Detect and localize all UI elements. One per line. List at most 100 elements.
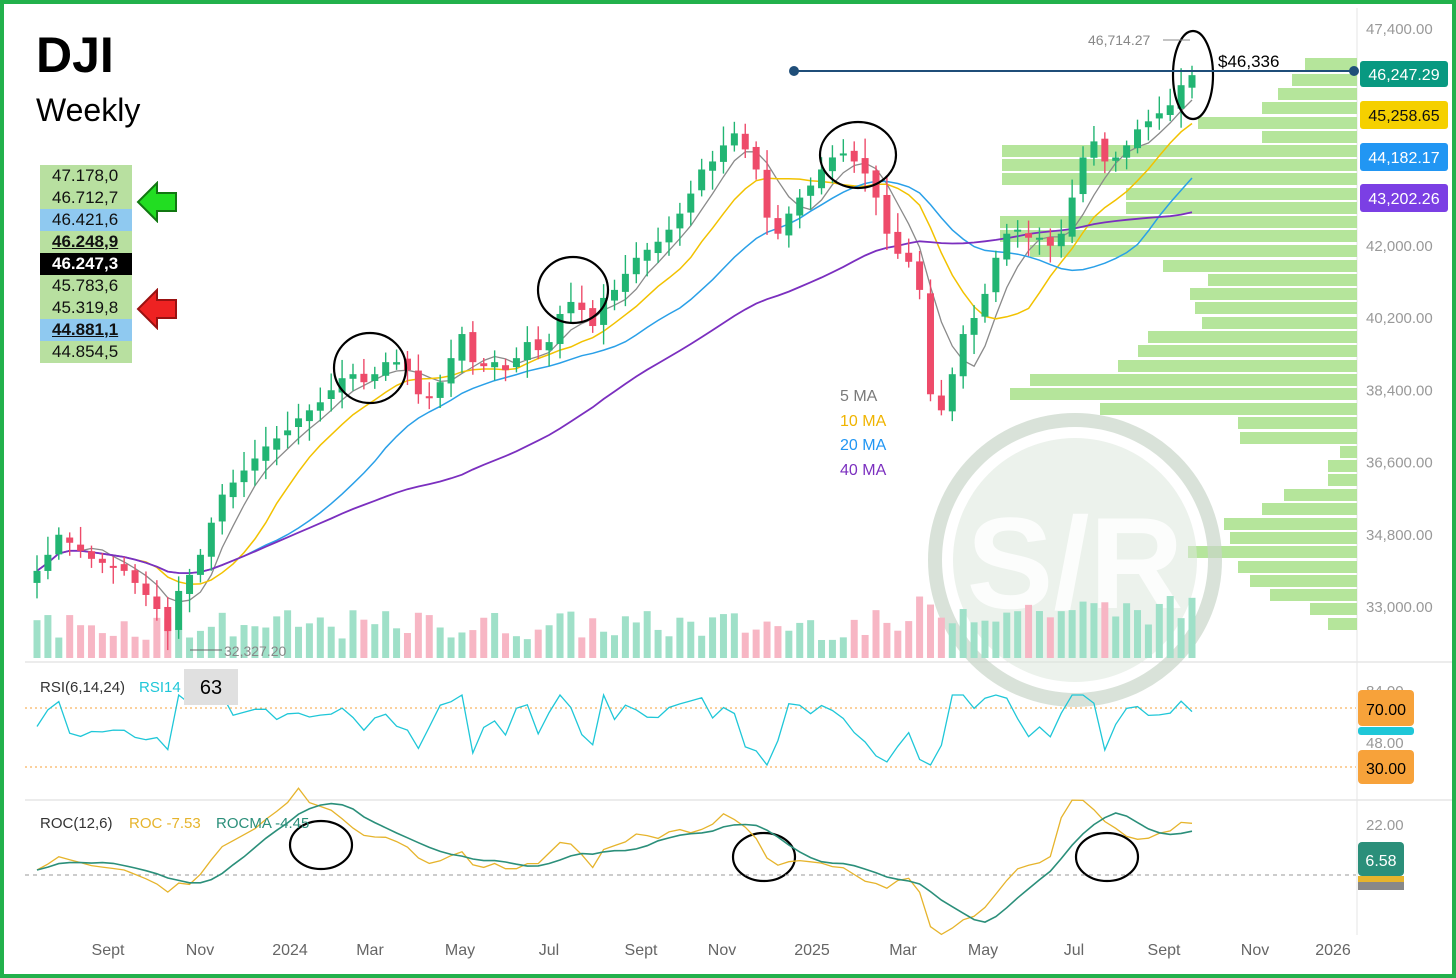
volume-bar [1112, 616, 1120, 658]
highlight-circle [731, 831, 797, 883]
candle-body [120, 564, 128, 571]
candle-body [959, 334, 967, 377]
volume-bar [796, 622, 804, 658]
price-tick: 36,600.00 [1366, 455, 1433, 472]
volume-profile-row [1030, 374, 1357, 386]
volume-bar [1003, 612, 1011, 658]
volume-bar [186, 637, 194, 658]
volume-bar [1155, 603, 1163, 658]
volume-bar [916, 596, 924, 658]
time-tick: Mar [889, 942, 917, 959]
volume-bar [654, 629, 662, 658]
volume-profile-row [1240, 432, 1357, 444]
volume-bar [1046, 617, 1054, 658]
volume-bar [1177, 618, 1185, 658]
volume-bar [469, 630, 477, 658]
rsi-tag-30: 30.00 [1358, 750, 1414, 784]
candle-body [305, 410, 313, 422]
candle-body [578, 302, 586, 310]
svg-text:43,202.26: 43,202.26 [1368, 191, 1439, 208]
volume-bar [632, 622, 640, 658]
volume-bar [578, 637, 586, 658]
time-tick: Jul [539, 942, 559, 959]
highlight-circles [288, 29, 1215, 883]
volume-bar [937, 617, 945, 658]
candle-body [44, 554, 52, 571]
rsi-tag-70: 70.00 [1358, 690, 1414, 726]
volume-bar [872, 610, 880, 658]
volume-bar [458, 632, 466, 658]
candle-body [502, 365, 510, 371]
volume-bar [1068, 610, 1076, 658]
volume-bar [687, 621, 695, 658]
svg-text:44,182.17: 44,182.17 [1368, 150, 1439, 167]
volume-profile-row [1230, 532, 1357, 544]
candle-body [186, 574, 194, 595]
time-tick: May [968, 942, 998, 959]
candle-body [1079, 157, 1087, 195]
volume-profile-row [1138, 345, 1357, 357]
candle-body [273, 438, 281, 450]
candle-body [414, 370, 422, 395]
volume-bar [1144, 624, 1152, 658]
level-0: 47.178,0 [40, 165, 132, 187]
roc-value-label: ROC -7.53 [129, 815, 201, 832]
candle-body [491, 362, 499, 368]
candle-body [621, 273, 629, 292]
chart-title: DJI [36, 27, 114, 83]
time-tick: Sept [1148, 942, 1181, 959]
candle-body [229, 482, 237, 498]
volume-profile-row [1310, 603, 1357, 615]
candle-body [523, 342, 531, 361]
candle-body [1035, 237, 1043, 240]
time-tick: Sept [92, 942, 125, 959]
volume-bar [948, 623, 956, 658]
candle-body [458, 334, 466, 361]
highlight-circle [1074, 831, 1140, 883]
volume-profile-row [1262, 102, 1357, 114]
volume-bar [774, 626, 782, 658]
target-line-end [1349, 66, 1359, 76]
axes: 47,400.00 42,000.00 40,200.00 38,400.00 36,6… [92, 21, 1433, 959]
candle-body [948, 374, 956, 412]
volume-bar [175, 629, 183, 658]
candle-body [327, 390, 335, 399]
candle-body [654, 241, 662, 254]
time-tick: Nov [186, 942, 214, 959]
high-label: 46,714.27 [1088, 32, 1150, 48]
candle-body [1112, 157, 1120, 161]
candle-body [1188, 75, 1196, 88]
volume-bar [676, 617, 684, 658]
candle-body [338, 378, 346, 393]
highlight-circle [536, 255, 610, 325]
volume-bar [33, 620, 41, 658]
candle-body [818, 169, 826, 189]
chart-subtitle: Weekly [36, 92, 141, 128]
volume-bar [970, 622, 978, 658]
volume-bar [621, 616, 629, 658]
level-6: 45.319,8 [40, 297, 132, 319]
low-label: 32,327.20 [224, 643, 286, 659]
candle-body [905, 252, 913, 262]
volume-bars [33, 596, 1196, 658]
highlight-circle [818, 120, 898, 190]
volume-profile-row [1188, 546, 1357, 558]
volume-bar [77, 625, 85, 658]
volume-bar [87, 625, 95, 658]
ma-legend-10: 10 MA [840, 413, 887, 430]
candle-body [1101, 138, 1109, 162]
volume-bar [1014, 611, 1022, 658]
volume-bar [807, 620, 815, 658]
svg-text:70.00: 70.00 [1366, 702, 1406, 719]
volume-bar [883, 622, 891, 658]
candle-body [1003, 233, 1011, 260]
volume-bar [512, 636, 520, 658]
volume-bar [1035, 611, 1043, 658]
volume-profile-row [1328, 460, 1357, 472]
target-line-start [789, 66, 799, 76]
volume-bar [567, 611, 575, 658]
candle-body [109, 565, 117, 568]
volume-profile-row [1328, 474, 1357, 486]
